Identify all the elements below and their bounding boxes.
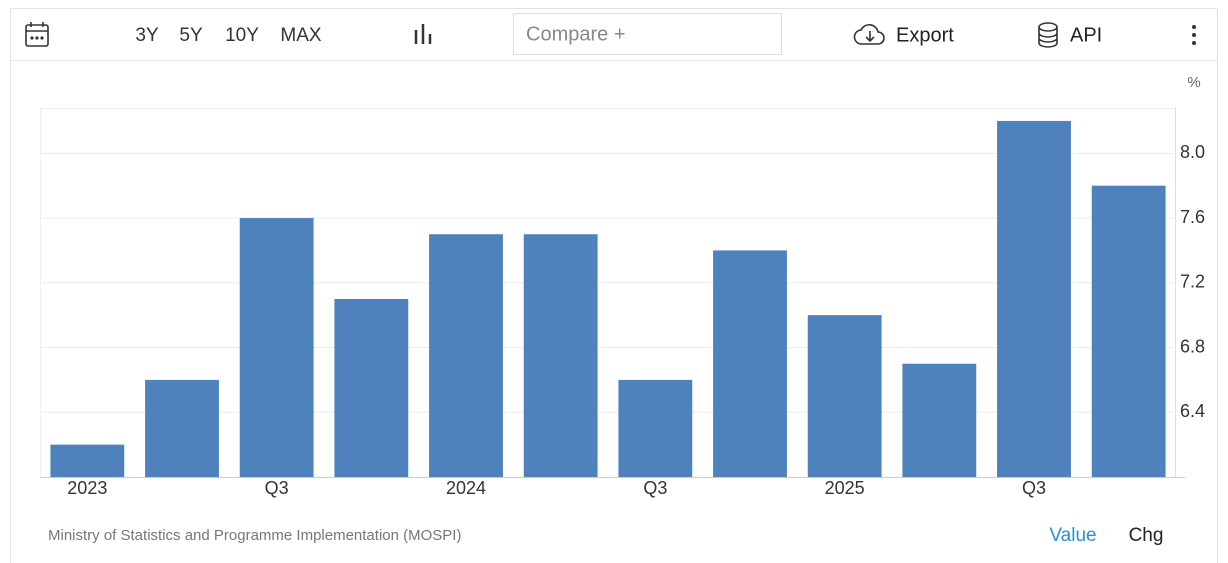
y-tick-label: 6.8: [1180, 336, 1205, 356]
range-button[interactable]: MAX: [280, 25, 322, 46]
export-icon[interactable]: [853, 24, 885, 45]
bar: [523, 234, 598, 477]
x-tick-label: 2023: [67, 478, 107, 498]
y-tick-label: 8.0: [1180, 142, 1205, 162]
chg-tab[interactable]: Chg: [1129, 525, 1164, 546]
chart-type-icon[interactable]: [414, 24, 432, 44]
compare-placeholder[interactable]: Compare +: [526, 23, 626, 45]
bar: [807, 315, 882, 477]
x-tick-label: Q3: [1022, 478, 1046, 498]
api-icon[interactable]: [1038, 22, 1058, 48]
range-button[interactable]: 3Y: [135, 25, 159, 46]
x-tick-label: 2024: [446, 478, 486, 498]
bar: [145, 379, 219, 477]
bar: [334, 298, 409, 477]
bar: [1091, 185, 1166, 477]
bar: [997, 120, 1071, 478]
api-button[interactable]: API: [1070, 24, 1102, 46]
source-note: Ministry of Statistics and Programme Imp…: [48, 527, 461, 544]
x-tick-label: 2025: [825, 478, 865, 498]
calendar-icon[interactable]: [25, 22, 49, 47]
bar: [239, 218, 314, 478]
bar: [618, 379, 693, 477]
bar: [713, 250, 787, 477]
bar: [50, 444, 125, 477]
x-tick-label: Q3: [643, 478, 667, 498]
range-button[interactable]: 5Y: [179, 25, 203, 46]
y-tick-label: 7.2: [1180, 272, 1205, 292]
export-button[interactable]: Export: [896, 24, 954, 46]
compare-input[interactable]: [513, 13, 782, 55]
y-tick-label: 6.4: [1180, 401, 1205, 421]
value-tab[interactable]: Value: [1049, 525, 1096, 546]
bar: [429, 234, 503, 477]
range-button[interactable]: 10Y: [225, 25, 259, 46]
more-menu[interactable]: [1192, 25, 1196, 45]
y-tick-label: 7.6: [1180, 207, 1205, 227]
unit-label: %: [1187, 74, 1200, 91]
bar: [902, 363, 977, 477]
x-tick-label: Q3: [265, 478, 289, 498]
